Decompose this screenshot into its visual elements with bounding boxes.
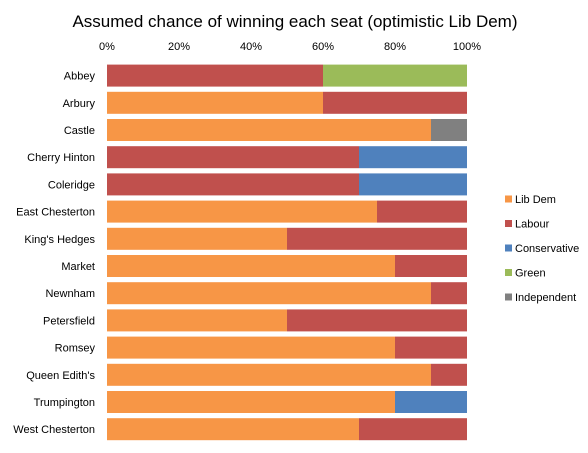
bar-castle-lib-dem	[107, 119, 431, 141]
bar-queen-edith-s-lib-dem	[107, 363, 431, 386]
legend-label: Lib Dem	[515, 194, 556, 206]
legend-label: Labour	[515, 219, 550, 231]
bar-market-lib-dem	[107, 255, 395, 277]
bar-petersfield-labour	[287, 309, 467, 332]
legend-swatch-green	[505, 269, 512, 276]
bar-newnham-labour	[431, 282, 467, 305]
legend-label: Conservative	[515, 243, 579, 255]
bar-king-s-hedges-lib-dem	[107, 227, 287, 250]
category-label: Romsey	[55, 343, 96, 355]
category-label: Trumpington	[34, 397, 95, 409]
bar-romsey-lib-dem	[107, 336, 395, 359]
x-tick-label: 80%	[384, 41, 406, 53]
bar-west-chesterton-labour	[359, 418, 467, 441]
category-label: Queen Edith's	[26, 370, 95, 382]
category-label: Market	[61, 261, 95, 273]
category-label: Cherry Hinton	[27, 152, 95, 164]
legend-swatch-independent	[505, 293, 512, 301]
bar-cherry-hinton-conservative	[359, 146, 467, 169]
bar-abbey-green	[323, 64, 467, 87]
legend-label: Independent	[515, 292, 576, 304]
category-label: Newnham	[45, 288, 95, 300]
legend: Lib Dem Labour Conservative Green Independen…	[505, 194, 579, 304]
bar-cherry-hinton-labour	[107, 146, 359, 169]
bar-east-chesterton-lib-dem	[107, 200, 377, 223]
bar-queen-edith-s-labour	[431, 363, 467, 386]
x-tick-label: 60%	[312, 41, 334, 53]
x-tick-label: 40%	[240, 41, 262, 53]
legend-swatch-conservative	[505, 244, 512, 252]
bar-west-chesterton-lib-dem	[107, 418, 359, 441]
x-axis-ticks: 0% 20% 40% 60% 80% 100%	[99, 41, 481, 53]
x-tick-label: 0%	[99, 41, 115, 53]
legend-label: Green	[515, 268, 546, 280]
category-label: King's Hedges	[24, 234, 95, 246]
category-label: Coleridge	[48, 179, 95, 191]
category-label: Arbury	[63, 98, 96, 110]
category-label: West Chesterton	[13, 424, 95, 436]
bar-east-chesterton-labour	[377, 200, 467, 223]
bar-coleridge-labour	[107, 173, 359, 196]
bar-newnham-lib-dem	[107, 282, 431, 305]
bar-market-labour	[395, 255, 467, 277]
bar-petersfield-lib-dem	[107, 309, 287, 332]
x-tick-label: 20%	[168, 41, 190, 53]
bar-abbey-labour	[107, 64, 323, 87]
bar-castle-independent	[431, 119, 467, 141]
bar-romsey-labour	[395, 336, 467, 359]
bar-arbury-labour	[323, 91, 467, 114]
category-label: Abbey	[64, 71, 96, 83]
chart-title: Assumed chance of winning each seat (opt…	[72, 12, 517, 31]
bar-king-s-hedges-labour	[287, 227, 467, 250]
legend-swatch-labour	[505, 220, 512, 227]
plot-area	[107, 64, 467, 441]
category-label: East Chesterton	[16, 207, 95, 219]
bar-arbury-lib-dem	[107, 91, 323, 114]
x-tick-label: 100%	[453, 41, 481, 53]
category-labels: Abbey Arbury Castle Cherry Hinton Coleridge E…	[13, 71, 95, 437]
bar-trumpington-lib-dem	[107, 391, 395, 413]
bar-coleridge-conservative	[359, 173, 467, 196]
legend-swatch-lib-dem	[505, 195, 512, 203]
category-label: Castle	[64, 125, 95, 137]
category-label: Petersfield	[43, 315, 95, 327]
bar-trumpington-conservative	[395, 391, 467, 413]
